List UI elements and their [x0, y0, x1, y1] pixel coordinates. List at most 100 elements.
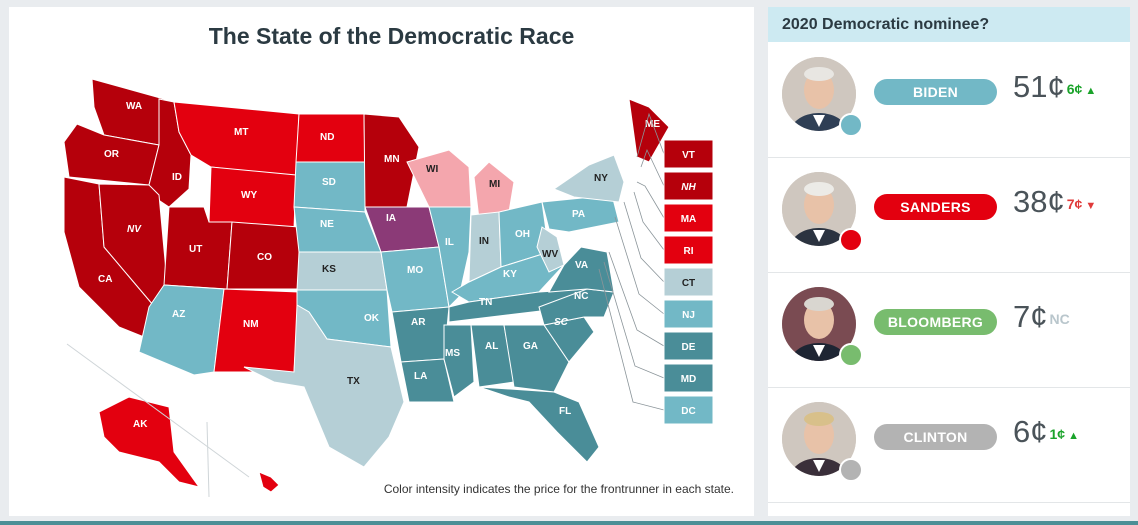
- status-dot-clinton: [839, 458, 863, 482]
- state-la[interactable]: [400, 358, 455, 403]
- state-wv[interactable]: [536, 226, 565, 273]
- state-label-ky: KY: [503, 269, 517, 280]
- state-box-vt[interactable]: [663, 139, 714, 169]
- state-label-ak: AK: [133, 419, 148, 430]
- state-label-or: OR: [104, 149, 120, 160]
- state-label-oh: OH: [515, 229, 530, 240]
- candidate-name-pill[interactable]: BLOOMBERG: [874, 309, 997, 335]
- price-change: 1¢ ▲: [1049, 426, 1079, 442]
- state-mi[interactable]: [473, 161, 515, 220]
- state-mn[interactable]: [363, 113, 420, 208]
- price-change-value: 1¢: [1049, 425, 1066, 442]
- market-header: 2020 Democratic nominee?: [768, 7, 1130, 42]
- state-box-label-de: DE: [682, 342, 696, 353]
- state-label-al: AL: [485, 341, 498, 352]
- price-change-value: NC: [1049, 310, 1070, 327]
- price-display: 51¢ 6¢ ▲: [1013, 69, 1103, 105]
- state-box-label-nh: NH: [681, 182, 696, 193]
- state-il[interactable]: [428, 206, 472, 309]
- state-hi[interactable]: [258, 471, 280, 493]
- state-ak[interactable]: [98, 396, 201, 488]
- state-label-fl: FL: [559, 406, 571, 417]
- leader-line-vt: [636, 112, 665, 158]
- state-label-ks: KS: [322, 264, 336, 275]
- state-box-ma[interactable]: [663, 203, 714, 233]
- state-label-wy: WY: [241, 190, 257, 201]
- leader-line-ma: [636, 181, 665, 219]
- state-ny[interactable]: [552, 154, 625, 203]
- state-label-il: IL: [445, 237, 454, 248]
- state-ms[interactable]: [443, 324, 475, 398]
- state-label-mi: MI: [489, 179, 500, 190]
- state-label-co: CO: [257, 252, 272, 263]
- state-box-label-ct: CT: [682, 278, 695, 289]
- state-label-wv: WV: [542, 249, 558, 260]
- state-label-va: VA: [575, 260, 588, 271]
- state-box-nh[interactable]: [663, 171, 714, 201]
- candidate-name-pill[interactable]: SANDERS: [874, 194, 997, 220]
- state-box-label-ri: RI: [684, 246, 694, 257]
- state-fl[interactable]: [478, 386, 600, 463]
- state-box-label-md: MD: [681, 374, 697, 385]
- state-box-de[interactable]: [663, 331, 714, 361]
- state-label-nc: NC: [574, 291, 588, 302]
- state-va[interactable]: [548, 246, 615, 293]
- state-label-nd: ND: [320, 132, 334, 143]
- leader-line-de: [608, 251, 665, 347]
- price-value: 6¢: [1013, 414, 1048, 449]
- state-mt[interactable]: [173, 101, 300, 178]
- state-label-ny: NY: [594, 173, 608, 184]
- candidate-name-pill[interactable]: BIDEN: [874, 79, 997, 105]
- leader-line-md: [603, 261, 665, 379]
- price-change: 6¢ ▲: [1067, 81, 1097, 97]
- candidate-name-pill[interactable]: CLINTON: [874, 424, 997, 450]
- inset-divider-1: [66, 343, 250, 478]
- state-box-dc[interactable]: [663, 395, 714, 425]
- inset-divider-2: [206, 421, 210, 498]
- price-value: 38¢: [1013, 184, 1065, 219]
- state-label-mo: MO: [407, 265, 423, 276]
- us-map: WA OR CA ID NV MT WY UT CO AZ NM ND SD NE KS OK TX MN IA MO…: [63, 78, 714, 498]
- candidate-row-biden[interactable]: BIDEN 51¢ 6¢ ▲: [768, 43, 1130, 158]
- arrow-up-icon: ▲: [1082, 84, 1097, 97]
- status-dot-biden: [839, 113, 863, 137]
- leader-line-ri: [633, 191, 665, 251]
- state-box-nj[interactable]: [663, 299, 714, 329]
- state-label-wa: WA: [126, 101, 142, 112]
- candidate-row-sanders[interactable]: SANDERS 38¢ 7¢ ▼: [768, 158, 1130, 273]
- state-label-la: LA: [414, 371, 427, 382]
- state-label-nm: NM: [243, 319, 259, 330]
- map-caption: Color intensity indicates the price for …: [383, 482, 734, 496]
- status-dot-bloomberg: [839, 343, 863, 367]
- state-box-ri[interactable]: [663, 235, 714, 265]
- state-me[interactable]: [628, 98, 670, 163]
- state-ar[interactable]: [391, 306, 450, 363]
- state-nm[interactable]: [213, 288, 300, 373]
- state-ga[interactable]: [503, 324, 570, 393]
- state-label-mt: MT: [234, 127, 248, 138]
- state-mo[interactable]: [380, 246, 450, 313]
- state-wi[interactable]: [406, 149, 472, 208]
- state-label-ok: OK: [364, 313, 380, 324]
- state-tx[interactable]: [243, 304, 405, 468]
- state-ks[interactable]: [296, 251, 388, 291]
- state-label-in: IN: [479, 236, 489, 247]
- state-label-id: ID: [172, 172, 182, 183]
- map-panel: The State of the Democratic Race WA OR CA I…: [9, 7, 754, 516]
- price-change: NC: [1049, 311, 1069, 327]
- state-label-wi: WI: [426, 164, 438, 175]
- candidate-row-clinton[interactable]: CLINTON 6¢ 1¢ ▲: [768, 388, 1130, 503]
- state-box-label-nj: NJ: [682, 310, 695, 321]
- market-panel: 2020 Democratic nominee? BIDEN 51¢ 6¢ ▲ SA…: [768, 7, 1130, 516]
- price-change-value: 7¢: [1066, 195, 1083, 212]
- state-box-ct[interactable]: [663, 267, 714, 297]
- state-label-hi: HI: [275, 474, 285, 485]
- state-box-label-dc: DC: [681, 406, 695, 417]
- state-label-ut: UT: [189, 244, 202, 255]
- state-box-md[interactable]: [663, 363, 714, 393]
- candidate-row-bloomberg[interactable]: BLOOMBERG 7¢ NC: [768, 273, 1130, 388]
- map-title: The State of the Democratic Race: [208, 23, 575, 49]
- price-display: 7¢ NC: [1013, 299, 1103, 335]
- state-label-ia: IA: [386, 213, 396, 224]
- leader-line-nh: [640, 148, 665, 187]
